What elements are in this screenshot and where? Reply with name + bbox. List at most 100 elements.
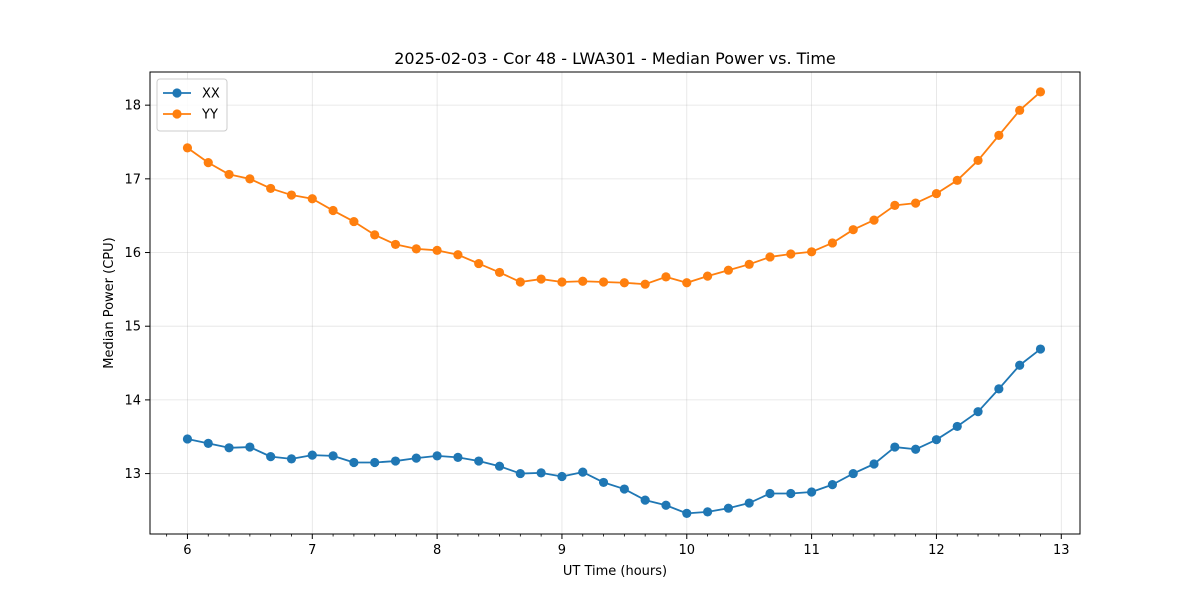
data-point-xx bbox=[266, 452, 276, 462]
legend-item-xx: XX bbox=[163, 87, 220, 102]
data-point-yy bbox=[494, 267, 505, 278]
data-point-yy bbox=[432, 245, 442, 255]
data-point-xx bbox=[578, 467, 588, 477]
series-xx bbox=[182, 344, 1046, 518]
data-point-xx bbox=[827, 480, 838, 490]
data-point-yy bbox=[266, 183, 276, 194]
data-point-xx bbox=[494, 461, 505, 471]
data-point-xx bbox=[598, 477, 609, 488]
legend-item-yy: YY bbox=[163, 108, 218, 123]
data-point-yy bbox=[598, 277, 609, 287]
data-point-xx bbox=[1035, 344, 1046, 354]
data-point-xx bbox=[307, 450, 317, 460]
data-point-yy bbox=[765, 252, 775, 262]
data-point-xx bbox=[994, 384, 1004, 394]
data-point-yy bbox=[661, 272, 671, 282]
data-point-yy bbox=[619, 278, 629, 288]
series-layer bbox=[182, 87, 1046, 518]
data-point-xx bbox=[536, 468, 546, 478]
data-point-xx bbox=[474, 456, 484, 466]
data-point-yy bbox=[869, 215, 879, 225]
data-point-yy bbox=[890, 200, 900, 210]
data-point-yy bbox=[786, 249, 796, 259]
y-tick-label: 13 bbox=[124, 467, 141, 482]
legend-label-xx: XX bbox=[202, 87, 220, 102]
legend: XX YY bbox=[156, 78, 228, 132]
x-axis-label: UT Time (hours) bbox=[563, 564, 667, 579]
data-point-xx bbox=[203, 438, 213, 448]
data-point-xx bbox=[869, 459, 879, 469]
x-tick-label: 7 bbox=[308, 543, 316, 558]
data-point-xx bbox=[931, 435, 942, 445]
data-point-yy bbox=[557, 277, 567, 287]
x-tick-label: 13 bbox=[1053, 543, 1070, 558]
data-point-yy bbox=[203, 158, 213, 168]
grid-layer bbox=[150, 72, 1080, 534]
data-point-yy bbox=[286, 190, 297, 200]
data-point-xx bbox=[973, 407, 983, 417]
data-point-yy bbox=[515, 277, 525, 287]
y-tick-label: 14 bbox=[124, 393, 141, 408]
data-point-yy bbox=[911, 198, 921, 208]
data-point-xx bbox=[765, 488, 775, 499]
data-point-xx bbox=[723, 503, 733, 513]
x-tick-label: 11 bbox=[803, 543, 820, 558]
data-point-xx bbox=[744, 498, 754, 508]
x-tick-label: 6 bbox=[183, 543, 191, 558]
data-point-yy bbox=[328, 205, 338, 216]
legend-label-yy: YY bbox=[201, 108, 218, 123]
data-point-yy bbox=[370, 230, 380, 240]
data-point-xx bbox=[453, 452, 463, 462]
data-point-xx bbox=[890, 442, 900, 452]
data-point-yy bbox=[1035, 87, 1046, 97]
data-point-xx bbox=[557, 471, 567, 482]
plot-frame bbox=[149, 71, 1081, 535]
x-tick-label: 8 bbox=[433, 543, 441, 558]
data-point-yy bbox=[973, 155, 983, 166]
data-point-xx bbox=[390, 456, 401, 466]
data-point-xx bbox=[911, 444, 921, 454]
series-yy bbox=[182, 87, 1046, 289]
data-point-yy bbox=[848, 225, 858, 235]
data-point-yy bbox=[411, 244, 421, 254]
data-point-xx bbox=[432, 451, 442, 461]
data-point-yy bbox=[640, 279, 650, 289]
data-point-xx bbox=[515, 468, 525, 479]
legend-marker-xx bbox=[172, 88, 182, 98]
data-point-xx bbox=[245, 442, 255, 452]
ticks-layer: 6 7 8 9 10 11 12 13 13 14 15 16 17 18 bbox=[124, 99, 1069, 558]
data-point-xx bbox=[619, 484, 629, 494]
data-point-xx bbox=[224, 443, 234, 453]
data-point-xx bbox=[349, 457, 359, 468]
data-point-xx bbox=[786, 488, 796, 499]
data-point-xx bbox=[182, 434, 193, 444]
y-tick-label: 18 bbox=[124, 99, 141, 114]
data-point-xx bbox=[848, 468, 858, 479]
legend-marker-yy bbox=[172, 109, 182, 119]
data-point-yy bbox=[307, 194, 317, 204]
data-point-yy bbox=[578, 276, 588, 286]
data-point-xx bbox=[661, 500, 671, 510]
data-point-yy bbox=[744, 259, 754, 269]
y-tick-label: 17 bbox=[124, 172, 141, 187]
data-point-xx bbox=[411, 453, 421, 463]
data-point-yy bbox=[245, 174, 255, 184]
data-point-yy bbox=[224, 169, 234, 180]
data-point-xx bbox=[286, 454, 297, 464]
data-point-xx bbox=[1015, 360, 1025, 370]
x-tick-label: 9 bbox=[558, 543, 566, 558]
chart-title: 2025-02-03 - Cor 48 - LWA301 - Median Po… bbox=[394, 49, 836, 68]
data-point-xx bbox=[328, 451, 338, 461]
data-point-yy bbox=[474, 258, 484, 269]
data-point-yy bbox=[723, 265, 733, 275]
y-tick-label: 15 bbox=[124, 320, 141, 335]
data-point-yy bbox=[390, 239, 401, 250]
data-point-yy bbox=[182, 143, 193, 153]
data-point-yy bbox=[349, 216, 359, 227]
data-point-yy bbox=[931, 188, 942, 199]
data-point-yy bbox=[827, 238, 838, 248]
y-tick-label: 16 bbox=[124, 246, 141, 261]
data-point-xx bbox=[640, 495, 650, 505]
data-point-xx bbox=[702, 507, 713, 517]
